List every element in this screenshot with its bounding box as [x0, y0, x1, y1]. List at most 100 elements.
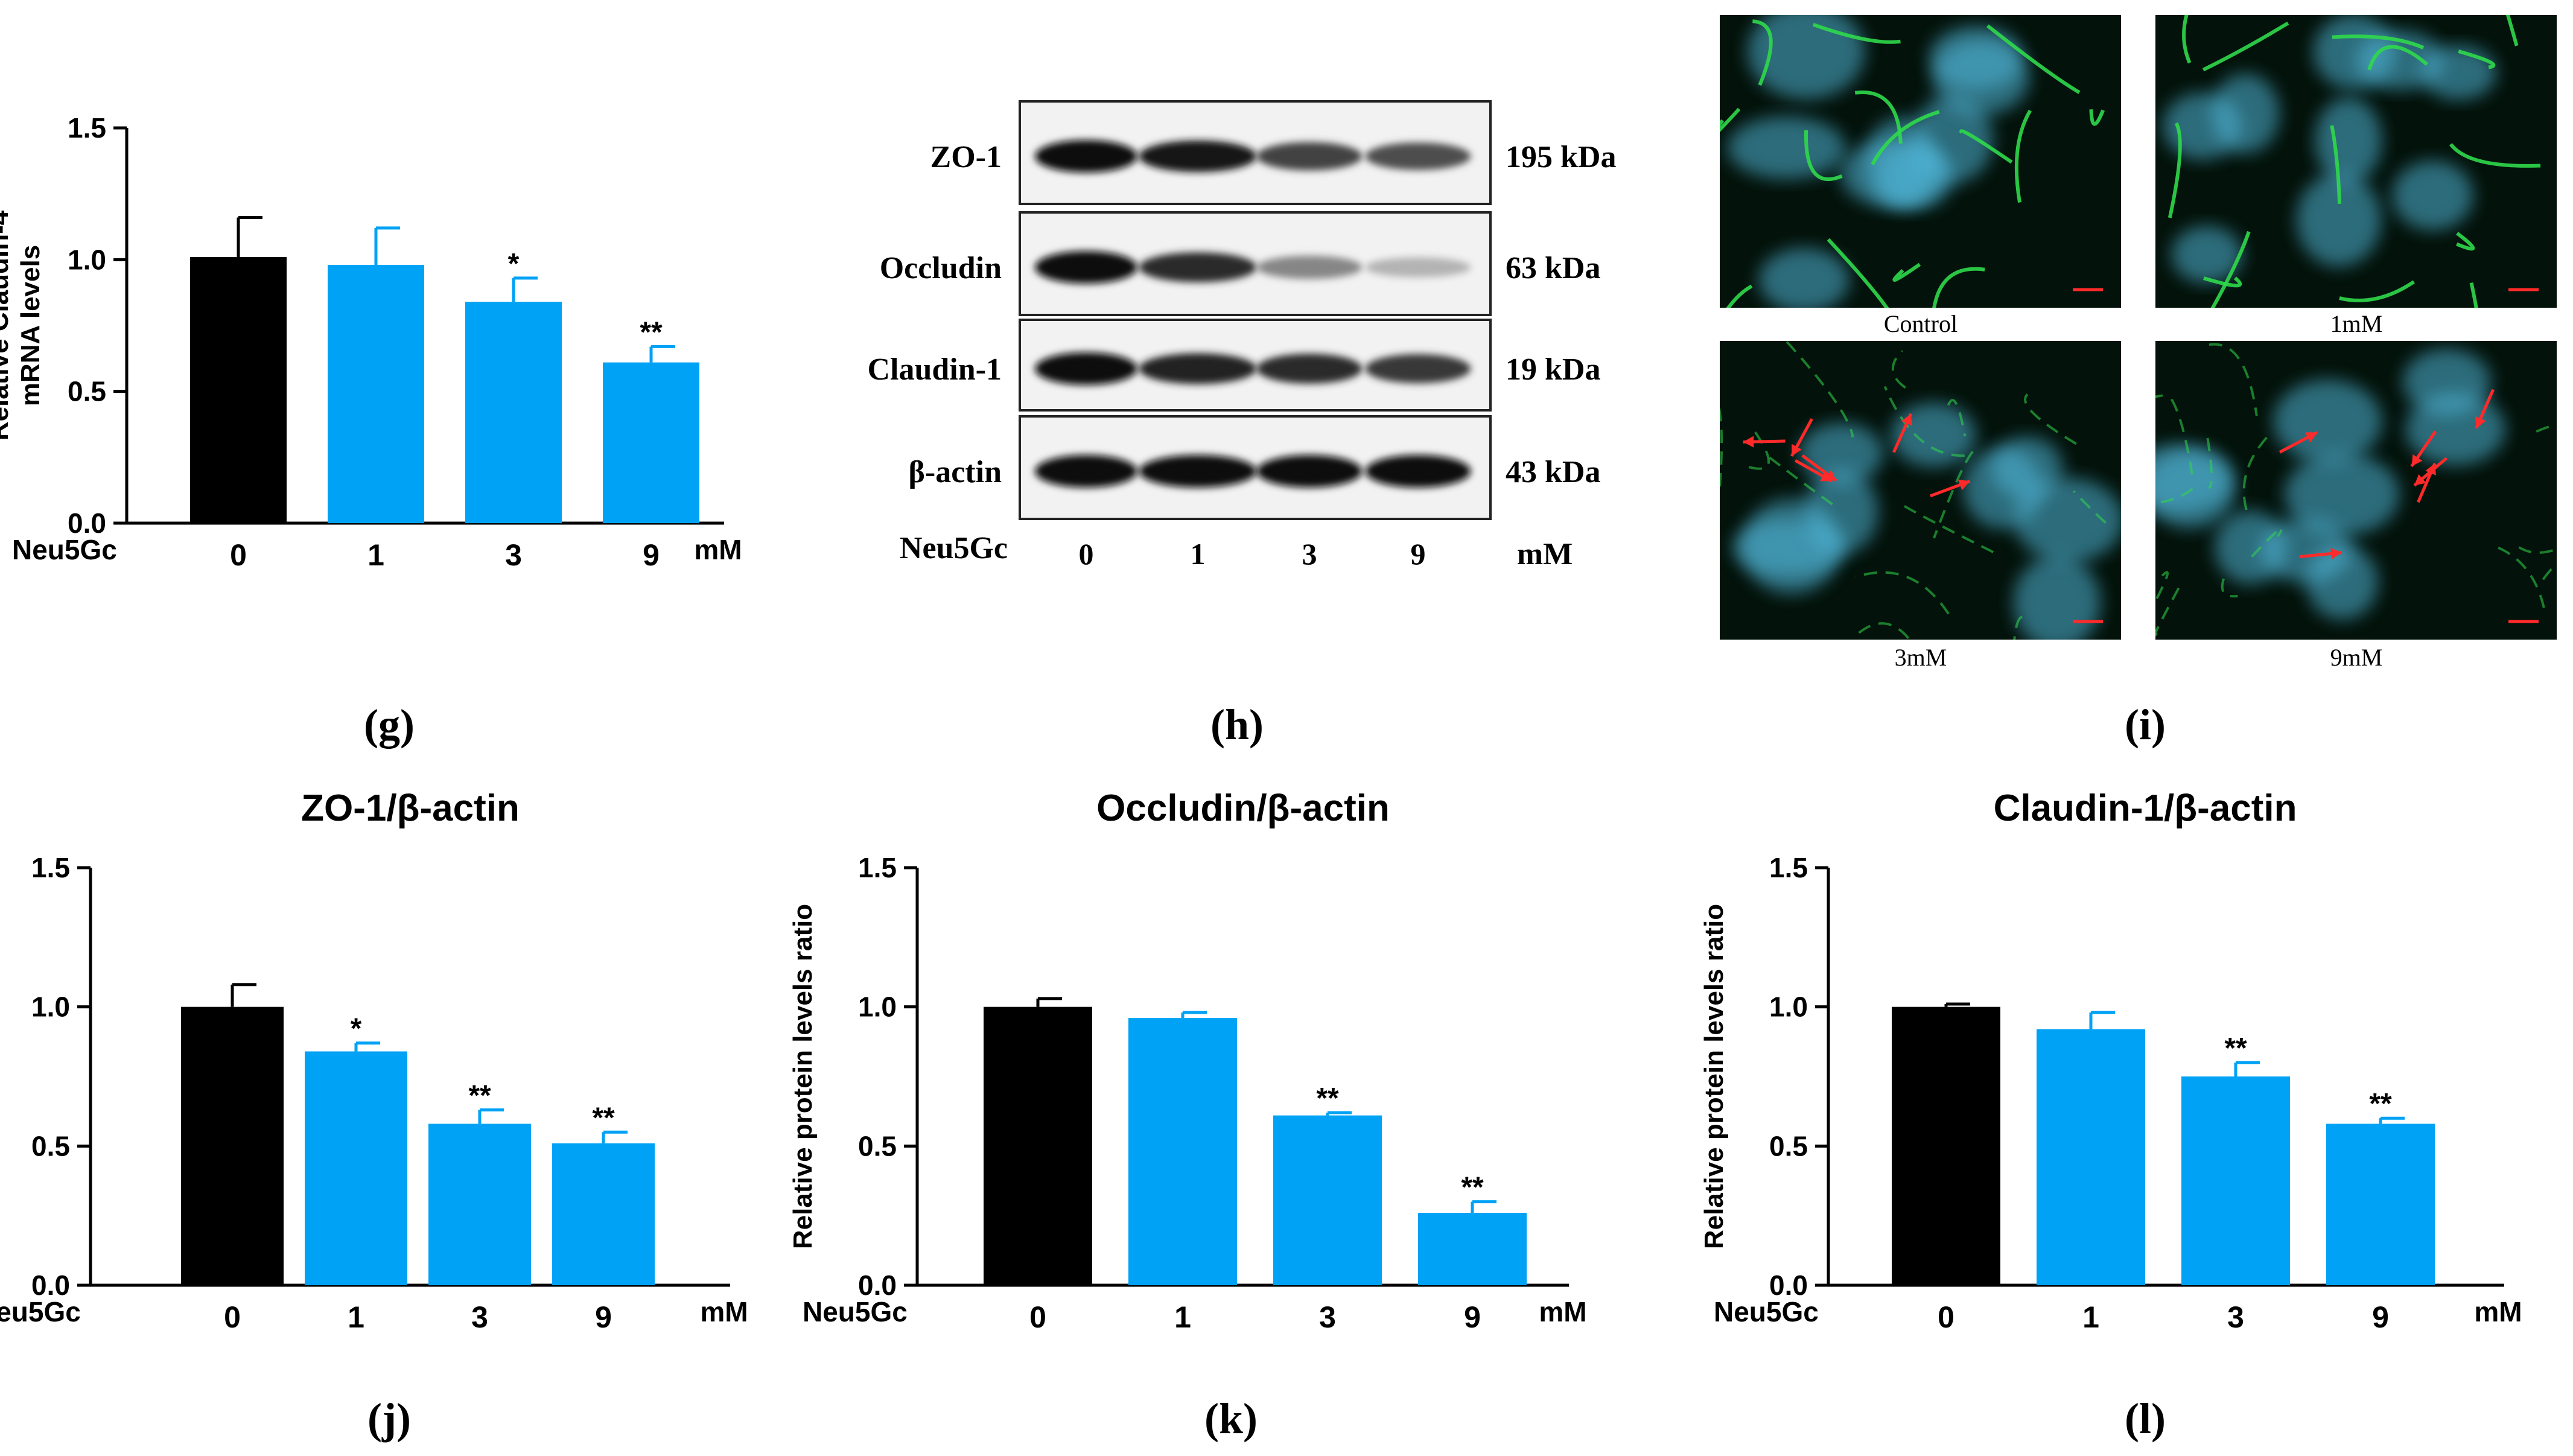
- y-tick-label: 0.5: [31, 1130, 70, 1162]
- micrograph-2: [1720, 341, 2121, 640]
- bar-charts-layer: 0.0 0.5 1.0 1.5 Relative Claudin-4mRNA level…: [0, 112, 2522, 1334]
- x-tick-label: 9: [2372, 1300, 2389, 1334]
- membrane: [2013, 615, 2023, 640]
- unit-label: mM: [2474, 1296, 2522, 1327]
- unit-label: mM: [694, 534, 742, 565]
- membrane: [1932, 267, 1985, 308]
- membrane: [1892, 262, 1921, 282]
- membrane: [2203, 276, 2242, 288]
- bar-1: [2037, 1029, 2145, 1285]
- panel-letter-k: (k): [1204, 1394, 1258, 1443]
- nucleus: [1747, 15, 1865, 100]
- y-axis-label-line: mRNA levels: [16, 245, 45, 406]
- micrograph-0: [1720, 15, 2121, 308]
- membrane: [2210, 230, 2251, 308]
- blot-band: [1035, 352, 1137, 385]
- bar-3: [2181, 1076, 2290, 1285]
- y-tick-label: 0.5: [1769, 1130, 1808, 1162]
- x-axis-label: Neu5Gc: [0, 1296, 81, 1327]
- bar-9: [552, 1143, 655, 1285]
- chart-title: Occludin/β-actin: [1096, 787, 1390, 829]
- y-tick-label: 1.5: [1769, 852, 1808, 883]
- protein-label: Claudin-1: [867, 352, 1002, 387]
- x-tick-label: 0: [230, 538, 247, 572]
- damage-arrow-head: [2411, 454, 2423, 466]
- x-tick-label: 0: [224, 1300, 241, 1334]
- nucleus: [1891, 402, 1976, 467]
- bar-0: [190, 256, 287, 523]
- micrograph-3: [2155, 341, 2557, 640]
- y-axis-label: Relative protein levels ratio: [788, 904, 818, 1249]
- damage-arrow-head: [2425, 463, 2436, 475]
- micrograph-caption: Control: [1884, 310, 1958, 337]
- blot-band: [1256, 354, 1363, 384]
- membrane: [2155, 571, 2169, 604]
- membrane: [2202, 21, 2289, 72]
- y-tick-label: 1.0: [1769, 991, 1808, 1023]
- membrane: [1891, 349, 1906, 389]
- bar-1: [305, 1051, 407, 1285]
- y-tick-label: 0.0: [68, 507, 106, 539]
- bar-9: [1418, 1213, 1527, 1285]
- nucleus: [2215, 510, 2287, 585]
- x-tick-label: 1: [1174, 1300, 1191, 1334]
- membrane: [2024, 393, 2077, 445]
- nucleus: [2285, 453, 2400, 536]
- membrane: [1827, 238, 1889, 308]
- blot-band: [1365, 257, 1471, 278]
- membrane: [2449, 143, 2541, 168]
- x-tick-label: 3: [2227, 1300, 2244, 1334]
- kda-label: 19 kDa: [1506, 352, 1600, 387]
- membrane: [1726, 284, 1753, 308]
- membrane: [1986, 24, 2081, 94]
- membrane: [2209, 343, 2258, 416]
- blot-band: [1256, 142, 1363, 171]
- significance-marker: **: [2369, 1088, 2392, 1120]
- blot-band: [1139, 353, 1257, 384]
- membrane: [2221, 578, 2238, 598]
- membrane: [2072, 490, 2107, 524]
- membrane: [2332, 34, 2425, 49]
- blot-band: [1139, 455, 1257, 488]
- damage-arrow-head: [2475, 416, 2486, 428]
- protein-label: β-actin: [909, 455, 1002, 489]
- blot-band: [1365, 142, 1471, 170]
- kda-label: 63 kDa: [1506, 251, 1600, 285]
- chart-title: ZO-1/β-actin: [301, 787, 520, 829]
- panel-letter-g: (g): [364, 701, 415, 749]
- membrane: [2242, 435, 2269, 510]
- bar-0: [1892, 1006, 2000, 1285]
- membrane: [2155, 488, 2193, 504]
- membrane: [2505, 15, 2519, 46]
- y-tick-label: 1.5: [68, 112, 106, 144]
- membrane: [1883, 386, 1965, 457]
- membrane: [1898, 501, 1994, 553]
- nucleus: [1840, 141, 1944, 207]
- membrane: [2330, 125, 2342, 204]
- bar-chart-g: 0.0 0.5 1.0 1.5 Relative Claudin-4mRNA level…: [0, 112, 742, 572]
- micrograph-1: [2155, 15, 2557, 308]
- significance-marker: **: [1316, 1082, 1339, 1114]
- bar-0: [181, 1006, 284, 1285]
- y-tick-label: 0.5: [858, 1130, 897, 1162]
- blot-band: [1139, 252, 1257, 282]
- significance-marker: **: [640, 316, 663, 348]
- kda-label: 43 kDa: [1506, 455, 1600, 489]
- damage-arrow-head: [1824, 469, 1837, 481]
- micrograph-panel: Control 1mM 3mM 9mM: [1720, 15, 2557, 671]
- membrane: [1933, 451, 1974, 539]
- bar-9: [603, 362, 699, 523]
- significance-marker: *: [351, 1013, 362, 1045]
- nucleus: [2155, 451, 2235, 529]
- membrane: [2167, 395, 2193, 475]
- membrane: [2542, 562, 2557, 580]
- blot-band: [1035, 251, 1137, 284]
- membrane: [2367, 45, 2429, 71]
- damage-arrow-head: [2330, 547, 2342, 560]
- y-axis-label: Relative protein levels ratio: [1699, 904, 1729, 1249]
- nucleus: [1758, 248, 1849, 308]
- y-tick-label: 1.0: [858, 991, 897, 1023]
- x-tick-label: 9: [595, 1300, 612, 1334]
- bar-0: [984, 1006, 1092, 1285]
